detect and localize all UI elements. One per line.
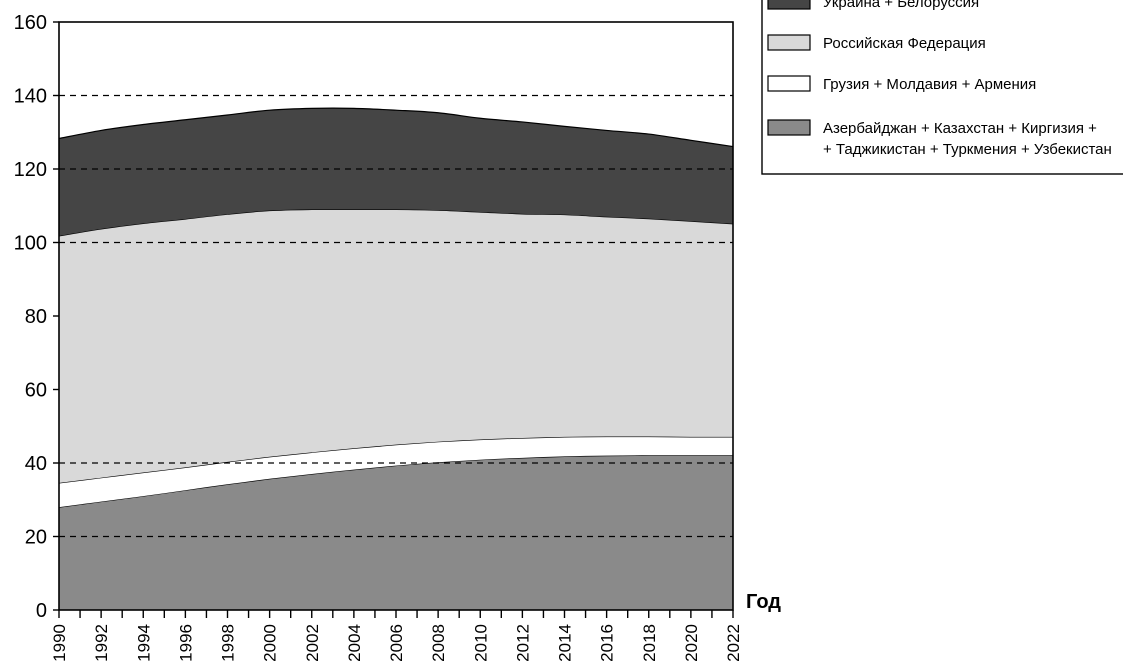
x-tick-label: 2008 xyxy=(429,624,448,662)
area-series-3 xyxy=(59,209,733,483)
legend-label: Азербайджан + Казахстан + Киргизия + xyxy=(823,120,1097,137)
area-series-2 xyxy=(59,436,733,508)
x-tick-label: 2016 xyxy=(598,624,617,662)
y-tick-label: 40 xyxy=(25,453,47,475)
gridlines xyxy=(59,94,733,538)
y-tick-label: 20 xyxy=(25,527,47,549)
y-tick-label: 140 xyxy=(14,86,47,108)
y-tick-label: 80 xyxy=(25,306,47,328)
x-tick-label: 2006 xyxy=(387,624,406,662)
x-tick-label: 2014 xyxy=(556,624,575,662)
legend-swatch xyxy=(767,34,811,51)
legend: Украина + Белоруссия Российская Федерация… xyxy=(761,0,1123,175)
area-series-4 xyxy=(59,108,733,236)
legend-swatch xyxy=(767,0,811,10)
x-tick-label: 1994 xyxy=(134,624,153,662)
x-tick-label: 2022 xyxy=(724,624,743,662)
legend-swatch xyxy=(767,119,811,136)
x-tick-label: 2018 xyxy=(640,624,659,662)
y-tick-label: 100 xyxy=(14,233,47,255)
x-tick-label: 2002 xyxy=(303,624,322,662)
x-tick-label: 2012 xyxy=(513,624,532,662)
y-tick-label: 120 xyxy=(14,159,47,181)
x-tick-label: 2010 xyxy=(471,624,490,662)
legend-swatch xyxy=(767,75,811,92)
y-tick-label: 0 xyxy=(36,600,47,622)
legend-frame xyxy=(761,0,1123,175)
legend-label: Российская Федерация xyxy=(823,35,986,52)
x-tick-label: 1996 xyxy=(176,624,195,662)
y-tick-label: 60 xyxy=(25,380,47,402)
x-tick-label: 1990 xyxy=(50,624,69,662)
area-boundary-line-4 xyxy=(58,107,734,148)
legend-label: Грузия + Молдавия + Армения xyxy=(823,76,1036,93)
area-series-group xyxy=(58,107,734,610)
area-series-1 xyxy=(59,455,733,610)
x-tick-label: 1998 xyxy=(219,624,238,662)
tick-labels: 0 20 40 60 80 100 120 140 160 1990 1992 1994 1996 199… xyxy=(14,12,743,662)
legend-label: Украина + Белоруссия xyxy=(823,0,979,11)
x-tick-label: 2020 xyxy=(682,624,701,662)
x-tick-label: 2004 xyxy=(345,624,364,662)
x-tick-label: 1992 xyxy=(92,624,111,662)
x-axis-title: Год xyxy=(746,591,781,613)
axes xyxy=(53,21,734,618)
legend-label: + Таджикистан + Туркмения + Узбекистан xyxy=(823,141,1112,158)
x-tick-label: 2000 xyxy=(261,624,280,662)
y-tick-label: 160 xyxy=(14,12,47,34)
